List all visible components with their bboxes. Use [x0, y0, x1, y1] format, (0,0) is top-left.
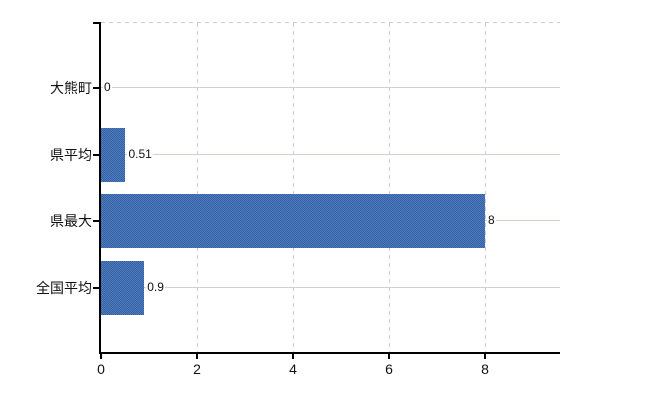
x-tick [388, 354, 390, 359]
bar-value-label: 8 [487, 213, 496, 228]
y-tick [93, 220, 99, 222]
x-tick [196, 354, 198, 359]
x-tick-label: 8 [481, 361, 489, 377]
bar [101, 128, 125, 182]
y-tick [93, 87, 99, 89]
h-gridline [101, 287, 560, 288]
x-tick-label: 4 [289, 361, 297, 377]
bar-value-label: 0.9 [146, 280, 165, 295]
x-axis-line [99, 352, 560, 354]
bar-value-label: 0 [103, 80, 112, 95]
plot-top-border [101, 22, 560, 23]
category-label: 県最大 [50, 213, 92, 229]
v-gridline [197, 23, 198, 352]
x-tick-label: 0 [97, 361, 105, 377]
v-gridline [389, 23, 390, 352]
x-tick [100, 354, 102, 359]
bar-value-label: 0.51 [127, 147, 153, 162]
y-axis-top-tick [93, 22, 99, 24]
y-tick [93, 287, 99, 289]
category-label: 全国平均 [36, 280, 92, 296]
category-label: 大熊町 [50, 80, 92, 96]
x-tick [484, 354, 486, 359]
x-tick [292, 354, 294, 359]
y-tick [93, 154, 99, 156]
x-tick-label: 6 [385, 361, 393, 377]
category-label: 県平均 [50, 147, 92, 163]
x-tick-label: 2 [193, 361, 201, 377]
bar [101, 261, 144, 315]
y-axis-line [99, 22, 101, 354]
h-gridline [101, 154, 560, 155]
h-gridline [101, 87, 560, 88]
v-gridline [293, 23, 294, 352]
v-gridline [485, 23, 486, 352]
bar [101, 194, 485, 248]
